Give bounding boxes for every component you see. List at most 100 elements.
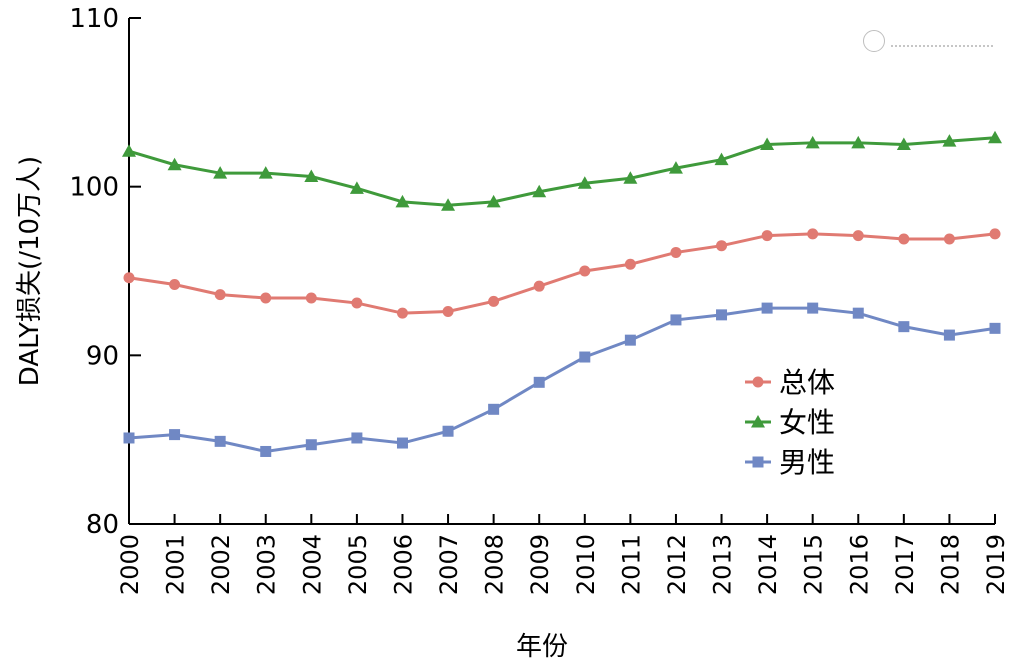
data-point	[623, 171, 638, 184]
data-point	[123, 272, 135, 284]
data-point	[852, 230, 864, 242]
data-point	[351, 432, 363, 444]
data-point	[441, 198, 456, 211]
data-point	[851, 135, 866, 149]
legend-marker-triangle-icon	[751, 415, 765, 428]
x-tick-label: 2015	[800, 534, 828, 595]
data-point	[396, 437, 408, 449]
x-tick-label: 2002	[207, 534, 235, 595]
x-axis-title: 年份	[516, 632, 568, 662]
data-point	[989, 228, 1001, 240]
data-point	[214, 435, 226, 447]
y-axis-title: DALY损失(/10万人)	[15, 156, 45, 386]
data-point	[670, 314, 682, 326]
data-point	[988, 130, 1002, 144]
data-point	[532, 184, 547, 198]
data-point	[714, 152, 729, 166]
data-point	[167, 157, 182, 171]
seal-logo-icon	[863, 30, 885, 52]
y-tick-label: 90	[86, 341, 119, 371]
legend-label: 总体	[779, 366, 835, 399]
data-point	[668, 161, 683, 174]
data-point	[488, 403, 500, 415]
data-point	[260, 292, 272, 304]
x-tick-label: 2011	[617, 534, 645, 595]
data-point	[169, 429, 181, 441]
x-tick-label: 2014	[754, 534, 782, 595]
x-tick-label: 2001	[162, 534, 190, 595]
data-point	[852, 307, 864, 319]
x-tick-label: 2010	[572, 534, 600, 595]
x-tick-label: 2009	[526, 534, 554, 595]
x-tick-label: 2004	[298, 534, 326, 595]
data-point	[716, 240, 728, 252]
data-point	[396, 307, 408, 319]
x-tick-label: 2016	[845, 534, 873, 595]
x-tick-label: 2018	[936, 534, 964, 595]
legend-item-1: 女性	[745, 406, 835, 439]
x-tick-label: 2013	[709, 534, 737, 595]
legend-marker-square-icon	[752, 456, 764, 468]
data-point	[349, 181, 364, 194]
series-layer	[122, 130, 1002, 457]
x-tick-label: 2006	[389, 534, 417, 595]
data-point	[442, 425, 454, 437]
data-point	[260, 445, 272, 457]
series-2	[123, 302, 1001, 457]
data-point	[898, 233, 910, 245]
data-point	[716, 309, 728, 321]
series-line	[128, 136, 996, 207]
data-point	[943, 233, 955, 245]
legend-item-2: 男性	[745, 446, 835, 479]
data-point	[989, 322, 1001, 334]
data-point	[442, 305, 454, 317]
data-point	[898, 321, 910, 333]
watermark-logo	[891, 35, 993, 47]
legend-marker-circle-icon	[752, 376, 764, 388]
y-tick-label: 110	[69, 4, 119, 34]
legend-label: 女性	[779, 406, 835, 439]
x-tick-label: 2019	[982, 534, 1010, 595]
x-tick-label: 2000	[116, 534, 144, 595]
axes: 80 90 100 110 2000 2001 2002 2003 2004 2005 2006 20…	[69, 4, 1010, 595]
data-point	[488, 295, 500, 307]
data-point	[123, 432, 135, 444]
data-point	[533, 280, 545, 292]
data-point	[395, 194, 410, 208]
data-point	[258, 166, 273, 179]
series-1	[122, 130, 1002, 211]
data-point	[579, 265, 591, 277]
data-point	[761, 230, 773, 242]
data-point	[943, 329, 955, 341]
x-tick-label: 2017	[891, 534, 919, 595]
data-point	[807, 302, 819, 314]
data-point	[214, 289, 226, 301]
data-point	[670, 246, 682, 258]
data-point	[761, 302, 773, 314]
y-tick-label: 80	[86, 510, 119, 540]
data-point	[533, 376, 545, 388]
data-point	[579, 351, 591, 363]
y-tick-label: 100	[69, 173, 119, 203]
x-tick-label: 2012	[663, 534, 691, 595]
data-point	[122, 144, 136, 157]
x-tick-label: 2008	[481, 534, 509, 595]
data-point	[351, 297, 363, 309]
legend-label: 男性	[779, 446, 835, 479]
watermark	[863, 28, 993, 54]
data-point	[577, 176, 592, 189]
series-line	[128, 232, 996, 315]
data-point	[305, 292, 317, 304]
data-point	[624, 334, 636, 346]
x-tick-label: 2003	[253, 534, 281, 595]
series-line	[128, 306, 996, 453]
data-point	[213, 166, 228, 179]
series-0	[123, 228, 1001, 319]
data-point	[624, 258, 636, 270]
data-point	[942, 134, 957, 147]
data-point	[807, 228, 819, 240]
data-point	[896, 137, 911, 150]
x-tick-label: 2007	[435, 534, 463, 595]
